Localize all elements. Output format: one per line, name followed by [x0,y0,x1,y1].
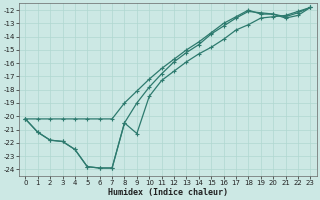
X-axis label: Humidex (Indice chaleur): Humidex (Indice chaleur) [108,188,228,197]
